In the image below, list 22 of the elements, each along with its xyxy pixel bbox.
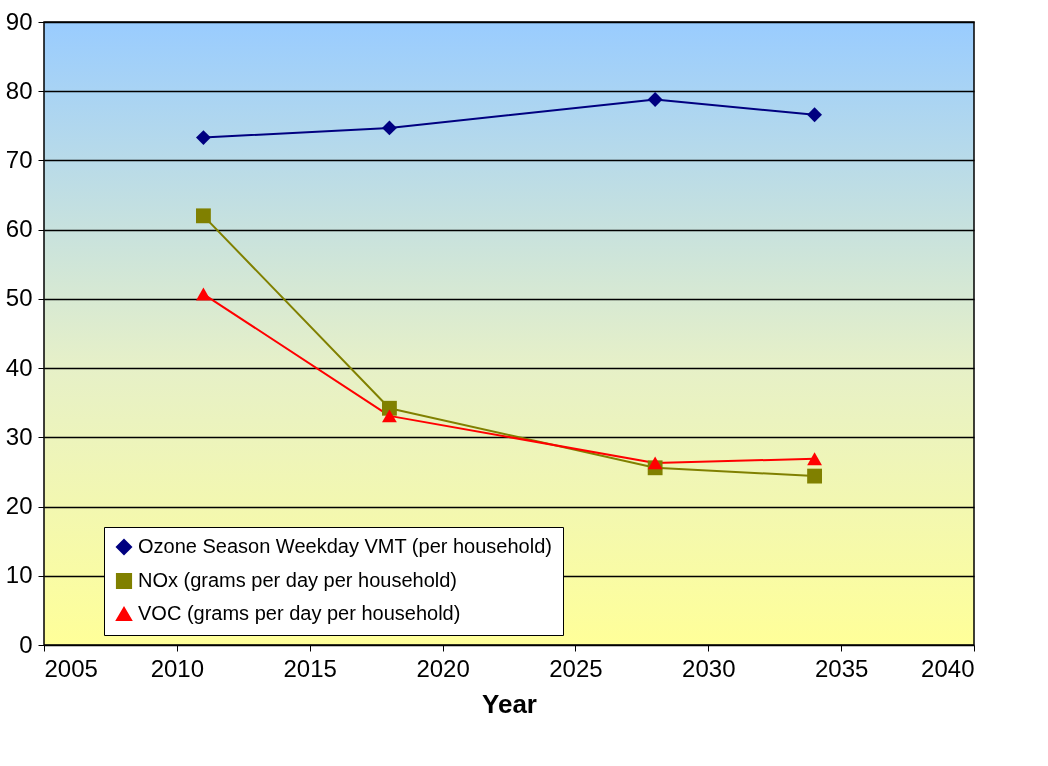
y-tick-label: 80 [5, 76, 33, 104]
legend-label: VOC (grams per day per household) [138, 602, 461, 624]
x-tick-label: 2010 [150, 654, 205, 682]
x-tick-label: 2040 [921, 654, 975, 682]
y-tick-label: 10 [5, 561, 33, 589]
x-tick-label: 2035 [814, 654, 869, 682]
x-tick-label: 2020 [416, 654, 470, 682]
y-tick-label: 70 [5, 145, 33, 173]
y-tick-label: 0 [19, 630, 33, 658]
x-tick-label: 2030 [682, 654, 736, 682]
y-tick-label: 40 [5, 353, 33, 381]
x-tick-label: 2005 [44, 654, 98, 682]
y-tick-label: 60 [5, 215, 33, 243]
y-tick-label: 30 [5, 422, 33, 450]
x-tick-label: 2025 [549, 654, 603, 682]
legend-label: NOx (grams per day per household) [138, 569, 458, 591]
y-tick-label: 90 [5, 7, 33, 35]
x-axis-title: Year [482, 688, 537, 719]
x-tick-label: 2015 [283, 654, 337, 682]
y-tick-label: 20 [5, 492, 33, 520]
legend-label: Ozone Season Weekday VMT (per household) [138, 535, 552, 557]
y-tick-label: 50 [5, 284, 33, 312]
